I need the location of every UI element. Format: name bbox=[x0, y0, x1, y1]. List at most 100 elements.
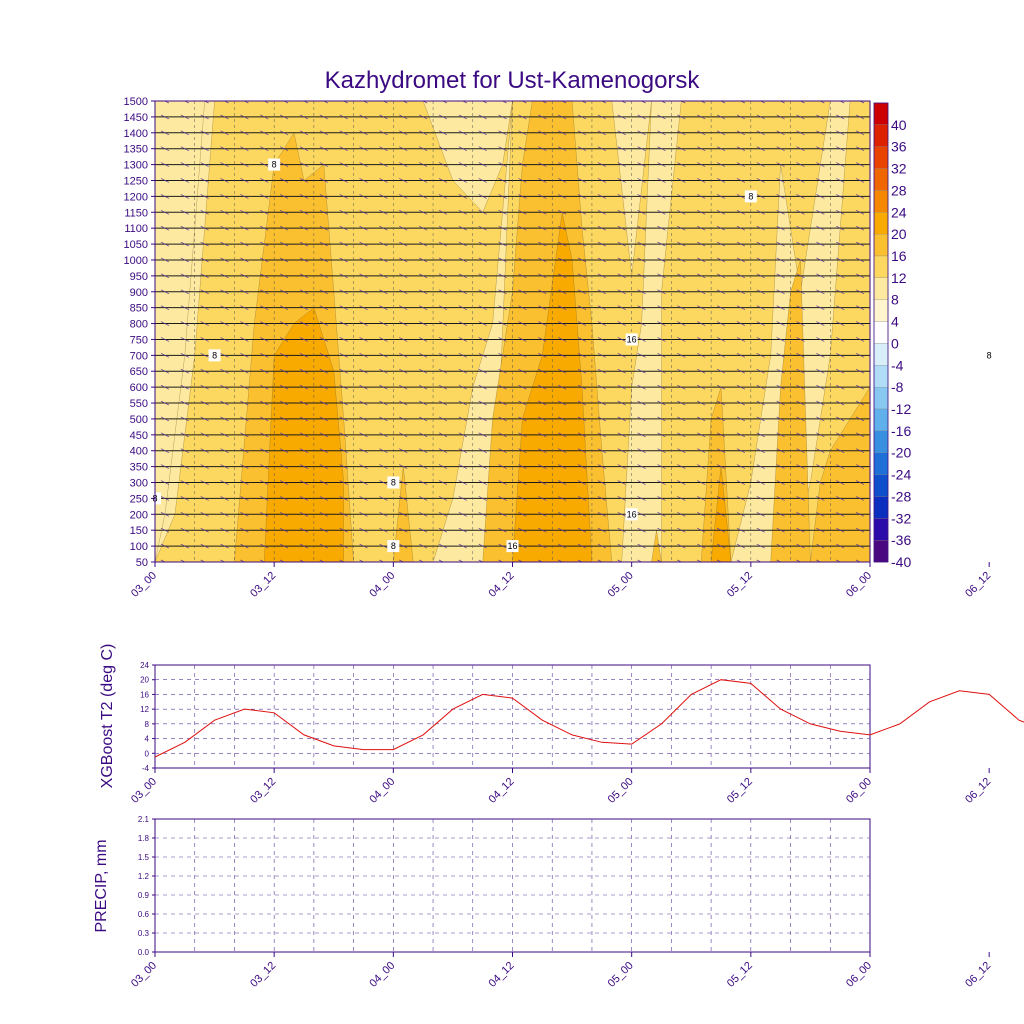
wind-barb bbox=[220, 273, 229, 279]
wind-barb bbox=[736, 527, 746, 533]
wind-barb bbox=[418, 114, 428, 120]
wind-barb bbox=[498, 289, 507, 295]
wind-barb bbox=[260, 416, 269, 422]
height-tick-label: 600 bbox=[130, 382, 148, 394]
wind-barb bbox=[339, 162, 348, 167]
wind-barb bbox=[438, 130, 448, 136]
wind-barb bbox=[796, 559, 802, 562]
wind-barb bbox=[716, 257, 726, 263]
wind-barb bbox=[220, 527, 229, 533]
wind-barb bbox=[855, 321, 865, 326]
wind-barb bbox=[160, 225, 170, 231]
wind-barb bbox=[299, 496, 309, 501]
wind-barb bbox=[836, 416, 845, 422]
wind-barb bbox=[677, 273, 686, 279]
wind-barb bbox=[557, 130, 567, 136]
contour-label-box bbox=[744, 190, 757, 203]
wind-barb bbox=[319, 146, 328, 152]
wind-barb bbox=[359, 448, 368, 454]
wind-barb bbox=[637, 400, 646, 406]
wind-barb bbox=[279, 162, 289, 167]
wind-barb bbox=[299, 321, 309, 326]
wind-barb bbox=[160, 241, 170, 247]
wind-barb bbox=[538, 543, 547, 549]
colorbar-frame bbox=[873, 102, 889, 563]
wind-barb bbox=[816, 130, 825, 136]
t2-series bbox=[154, 679, 1024, 758]
wind-barb bbox=[617, 257, 626, 263]
wind-barb bbox=[617, 543, 626, 549]
wind-barb bbox=[260, 305, 269, 310]
wind-barb bbox=[438, 178, 448, 183]
precip-bar-chart: 2.1 1.8 1.5 1.2 0.9 0.6 0.3 0.0 03_00 03_12 04_00… bbox=[93, 815, 993, 990]
wind-barb bbox=[160, 432, 170, 438]
colorbar-label: 24 bbox=[891, 204, 907, 220]
precip-axis-label: PRECIP, mm bbox=[93, 839, 110, 932]
wind-barb bbox=[816, 114, 825, 120]
wind-barb bbox=[200, 480, 209, 485]
t2-tick-label: 16 bbox=[140, 690, 149, 699]
wind-barb bbox=[319, 368, 328, 374]
wind-barb bbox=[538, 178, 547, 183]
wind-barb bbox=[339, 368, 348, 374]
wind-barb bbox=[697, 368, 706, 374]
time-tick-label: 03_00 bbox=[129, 960, 159, 990]
wind-barb bbox=[498, 273, 507, 279]
wind-barb bbox=[796, 432, 805, 438]
wind-barb bbox=[657, 273, 666, 279]
wind-barb bbox=[657, 305, 666, 310]
wind-barb bbox=[538, 559, 544, 562]
wind-barb bbox=[756, 384, 765, 390]
time-tick-label: 04_12 bbox=[487, 960, 517, 990]
wind-barb bbox=[220, 400, 229, 406]
wind-barb bbox=[657, 289, 666, 295]
wind-barb bbox=[657, 384, 666, 390]
wind-barb bbox=[518, 496, 527, 501]
wind-barb bbox=[518, 194, 527, 199]
wind-barb bbox=[518, 480, 527, 485]
wind-barb bbox=[836, 496, 845, 501]
wind-barb bbox=[160, 559, 166, 562]
wind-barb bbox=[220, 225, 229, 231]
wind-barb bbox=[438, 448, 448, 454]
wind-barb bbox=[260, 114, 269, 120]
wind-barb bbox=[379, 114, 388, 120]
wind-barb bbox=[736, 241, 746, 247]
wind-barb bbox=[240, 273, 249, 279]
wind-barb bbox=[339, 543, 348, 549]
wind-barb bbox=[657, 321, 666, 326]
height-tick-label: 500 bbox=[130, 414, 148, 426]
wind-barb bbox=[816, 353, 825, 358]
wind-barb bbox=[736, 305, 746, 310]
wind-barb bbox=[279, 384, 289, 390]
wind-barb bbox=[180, 496, 189, 501]
wind-barb bbox=[180, 511, 189, 517]
wind-barb bbox=[538, 400, 547, 406]
wind-barb bbox=[279, 225, 289, 231]
height-tick-label: 1150 bbox=[124, 207, 148, 219]
wind-barb bbox=[697, 321, 706, 326]
wind-barb bbox=[260, 321, 269, 326]
wind-barb bbox=[816, 416, 825, 422]
wind-barb bbox=[498, 416, 507, 422]
wind-barb bbox=[160, 496, 170, 501]
wind-barb bbox=[260, 289, 269, 295]
colorbar: 4036322824201612840-4-8-12-16-20-24-28-3… bbox=[873, 102, 911, 570]
wind-barb bbox=[399, 448, 408, 454]
wind-barb bbox=[657, 337, 666, 342]
wind-barb bbox=[299, 241, 309, 247]
wind-barb bbox=[538, 496, 547, 501]
wind-barb bbox=[637, 194, 646, 199]
wind-barb bbox=[240, 527, 249, 533]
wind-barb bbox=[399, 321, 408, 326]
wind-barb bbox=[617, 368, 626, 374]
wind-barb bbox=[597, 543, 607, 549]
wind-barb bbox=[498, 480, 507, 485]
wind-barb bbox=[339, 337, 348, 342]
wind-barb bbox=[756, 178, 765, 183]
time-tick-label: 06_00 bbox=[844, 570, 874, 600]
wind-barb bbox=[478, 178, 487, 183]
wind-barb bbox=[438, 337, 448, 342]
